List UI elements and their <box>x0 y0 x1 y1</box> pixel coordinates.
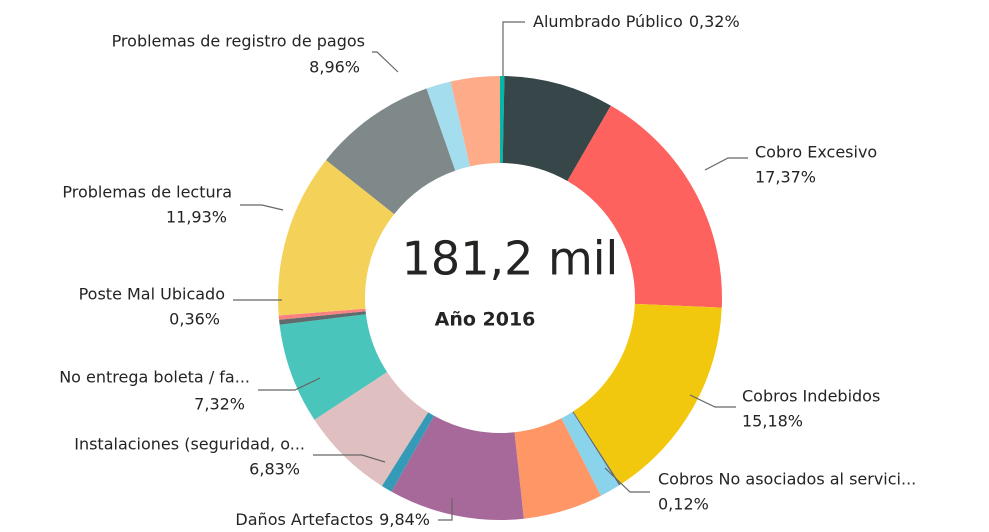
donut-segment <box>314 372 429 486</box>
donut-segment <box>561 411 620 496</box>
donut-segment <box>450 76 500 167</box>
leader-line <box>438 498 453 521</box>
value-label: 11,93% <box>166 208 227 227</box>
value-label: 0,36% <box>169 310 220 329</box>
leader-line <box>258 377 321 391</box>
category-name: Alumbrado Público <box>533 12 683 31</box>
category-name: Daños Artefactos <box>235 510 373 529</box>
subtitle: Año 2016 <box>435 309 536 331</box>
leader-line <box>689 394 736 408</box>
data-label: Daños Artefactos 9,84% <box>235 510 430 529</box>
category-name: No entrega boleta / fa... <box>59 368 250 387</box>
value-label: 15,18% <box>742 412 803 431</box>
value-label: 6,83% <box>249 460 300 479</box>
donut-segment <box>426 81 470 171</box>
category-name: Cobros No asociados al servici... <box>658 470 916 489</box>
category-name: Cobros Indebidos <box>742 387 880 406</box>
value-label: 17,37% <box>755 168 816 187</box>
value-label: 7,32% <box>194 395 245 414</box>
donut-segment <box>326 88 456 215</box>
donut-segment <box>391 415 524 520</box>
value-label: 0,12% <box>658 495 709 514</box>
donut-segment <box>567 105 722 308</box>
donut-segment <box>278 308 366 320</box>
leader-line <box>604 467 650 493</box>
category-name: Poste Mal Ubicado <box>79 285 225 304</box>
donut-segment <box>381 412 434 492</box>
leader-line <box>240 204 284 211</box>
category-name: Problemas de registro de pagos <box>112 32 365 51</box>
donut-segment <box>572 411 621 486</box>
leader-line <box>313 454 386 463</box>
category-name: Instalaciones (seguridad, o... <box>74 435 305 454</box>
donut-segment <box>279 314 388 420</box>
leader-line <box>704 157 748 171</box>
donut-segment <box>278 160 395 316</box>
center-label: 181,2 mil <box>402 232 619 286</box>
leader-line <box>502 21 525 76</box>
leader-line <box>372 51 399 73</box>
donut-segment <box>514 418 601 519</box>
value-label: 8,96% <box>309 58 360 77</box>
donut-segment <box>573 303 722 485</box>
value-label: 9,84% <box>379 510 430 529</box>
donut-segment <box>502 76 611 182</box>
value-label: 0,32% <box>689 12 740 31</box>
data-label: Alumbrado Público 0,32% <box>533 12 740 31</box>
donut-segment <box>279 311 366 325</box>
category-name: Cobro Excesivo <box>755 143 877 162</box>
category-name: Problemas de lectura <box>62 183 232 202</box>
donut-segment <box>500 76 505 164</box>
